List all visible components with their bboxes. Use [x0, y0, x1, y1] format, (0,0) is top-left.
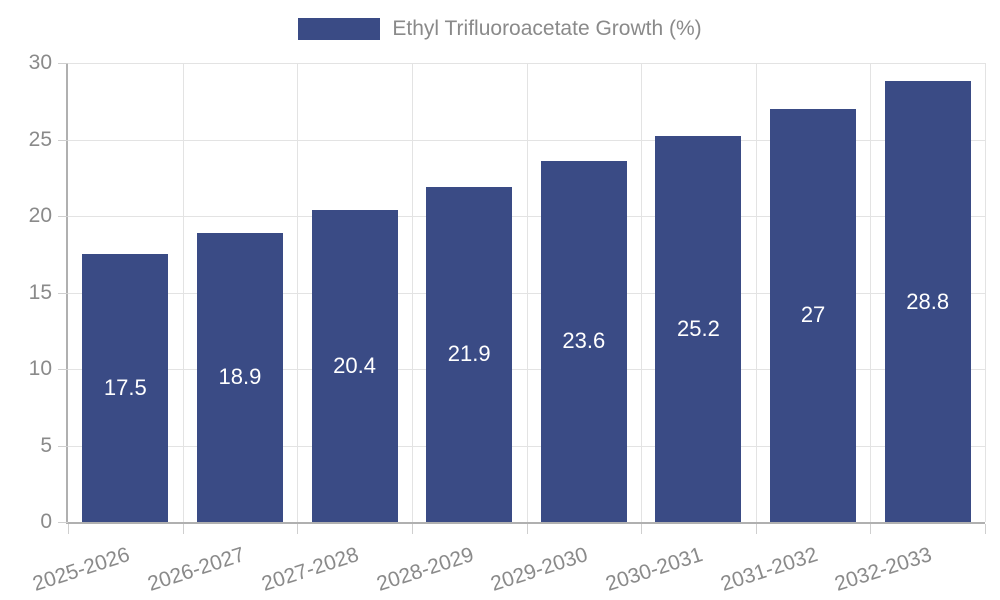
- legend[interactable]: Ethyl Trifluoroacetate Growth (%): [0, 17, 1000, 41]
- x-axis-tick: [985, 524, 986, 534]
- x-gridline: [297, 63, 299, 522]
- y-axis-tick-label: 15: [28, 280, 52, 304]
- y-axis-tick: [58, 216, 68, 217]
- x-gridline: [870, 63, 872, 522]
- bar[interactable]: 18.9: [196, 232, 283, 522]
- bar[interactable]: 23.6: [540, 160, 627, 522]
- x-axis-tick-label: 2030-2031: [602, 543, 706, 596]
- y-axis-tick: [58, 522, 68, 523]
- bar-value-label: 25.2: [677, 316, 720, 342]
- y-axis-tick-label: 5: [40, 433, 52, 457]
- y-axis-tick: [58, 292, 68, 294]
- legend-swatch: [298, 18, 381, 40]
- x-axis-tick: [526, 524, 528, 534]
- x-axis-tick-label: 2025-2026: [29, 543, 133, 596]
- y-axis-tick: [58, 139, 68, 141]
- x-axis-tick: [68, 524, 69, 534]
- x-gridline: [411, 63, 413, 522]
- bar-value-label: 21.9: [447, 341, 491, 367]
- x-axis-tick-label: 2029-2030: [488, 543, 591, 596]
- bar[interactable]: 27: [770, 108, 857, 522]
- y-axis-tick: [58, 445, 68, 447]
- bar[interactable]: 21.9: [426, 186, 513, 522]
- x-axis-tick: [411, 524, 413, 534]
- bar[interactable]: 25.2: [655, 136, 742, 522]
- bar-value-label: 23.6: [562, 328, 606, 354]
- y-axis-line: [66, 63, 68, 524]
- x-axis-tick: [297, 524, 299, 534]
- x-gridline: [641, 63, 643, 522]
- x-axis-line: [66, 522, 985, 524]
- legend-label: Ethyl Trifluoroacetate Growth (%): [392, 17, 702, 40]
- bar-value-label: 17.5: [103, 375, 147, 401]
- x-axis-tick-label: 2028-2029: [373, 543, 477, 596]
- plot-area: 0 5 10 15 20 25 30 17.5 2025-2026 18.9 2026-2027 20…: [29, 51, 986, 596]
- x-gridline: [985, 63, 986, 522]
- y-axis-tick-label: 30: [28, 51, 52, 74]
- x-axis-tick: [755, 524, 757, 534]
- bar-value-label: 27: [800, 302, 826, 328]
- x-gridline: [526, 63, 528, 522]
- bar[interactable]: 17.5: [82, 254, 169, 522]
- y-axis-tick-label: 0: [40, 510, 52, 533]
- bar-value-label: 18.9: [218, 364, 262, 390]
- y-axis-tick: [58, 369, 68, 370]
- y-axis-tick: [58, 63, 68, 64]
- y-axis-tick-label: 10: [28, 357, 52, 380]
- bar[interactable]: 20.4: [311, 209, 398, 522]
- x-gridline: [182, 63, 184, 522]
- bar-value-label: 20.4: [333, 352, 376, 378]
- bar[interactable]: 28.8: [884, 81, 971, 522]
- y-axis-tick-label: 25: [28, 127, 52, 151]
- x-axis-tick-label: 2031-2032: [717, 543, 821, 596]
- x-axis-tick-label: 2026-2027: [144, 543, 248, 596]
- x-axis-tick: [182, 524, 184, 534]
- bar-value-label: 28.8: [906, 288, 950, 314]
- y-axis-tick-label: 20: [28, 204, 52, 227]
- x-gridline: [755, 63, 757, 522]
- x-axis-tick: [870, 524, 872, 534]
- x-axis-tick-label: 2027-2028: [259, 543, 362, 596]
- x-axis-tick-label: 2032-2033: [832, 543, 935, 596]
- x-axis-tick: [641, 524, 643, 534]
